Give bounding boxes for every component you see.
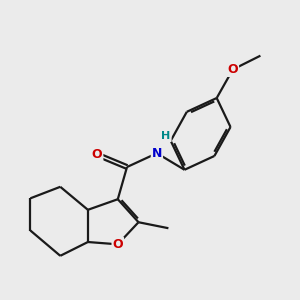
Text: H: H xyxy=(161,131,171,141)
Text: N: N xyxy=(152,147,162,160)
Text: O: O xyxy=(92,148,102,161)
Text: O: O xyxy=(227,63,238,76)
Text: O: O xyxy=(112,238,123,251)
